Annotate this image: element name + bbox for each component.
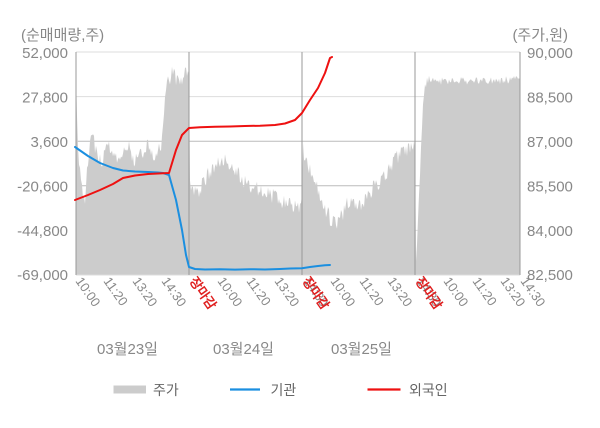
svg-text:-20,600: -20,600 bbox=[17, 179, 68, 196]
svg-text:03월23일: 03월23일 bbox=[97, 341, 158, 358]
svg-text:-69,000: -69,000 bbox=[17, 267, 68, 284]
svg-text:27,800: 27,800 bbox=[22, 90, 68, 107]
svg-text:장마감: 장마감 bbox=[413, 274, 446, 312]
svg-text:13:20: 13:20 bbox=[130, 274, 161, 309]
svg-text:03월25일: 03월25일 bbox=[331, 341, 392, 358]
svg-text:88,500: 88,500 bbox=[527, 90, 573, 107]
svg-text:13:20: 13:20 bbox=[272, 274, 303, 309]
svg-text:(순매매량,주): (순매매량,주) bbox=[21, 27, 104, 44]
svg-text:03월24일: 03월24일 bbox=[213, 341, 274, 358]
svg-text:11:20: 11:20 bbox=[244, 274, 274, 308]
svg-text:3,600: 3,600 bbox=[30, 134, 68, 151]
svg-text:10:00: 10:00 bbox=[73, 274, 104, 309]
svg-text:(주가,원): (주가,원) bbox=[512, 27, 568, 44]
svg-text:외국인: 외국인 bbox=[409, 382, 448, 398]
svg-text:10:00: 10:00 bbox=[441, 274, 472, 309]
svg-text:-44,800: -44,800 bbox=[17, 223, 68, 240]
svg-text:52,000: 52,000 bbox=[22, 45, 68, 62]
svg-text:장마감: 장마감 bbox=[300, 274, 333, 312]
svg-text:87,000: 87,000 bbox=[527, 134, 573, 151]
svg-text:10:00: 10:00 bbox=[328, 274, 359, 309]
svg-text:주가: 주가 bbox=[153, 382, 179, 398]
svg-text:90,000: 90,000 bbox=[527, 45, 573, 62]
svg-text:11:20: 11:20 bbox=[101, 274, 131, 308]
svg-text:13:20: 13:20 bbox=[385, 274, 416, 309]
svg-text:10:00: 10:00 bbox=[215, 274, 246, 309]
svg-text:14:30: 14:30 bbox=[159, 274, 190, 309]
svg-text:84,000: 84,000 bbox=[527, 223, 573, 240]
svg-text:85,500: 85,500 bbox=[527, 179, 573, 196]
svg-text:11:20: 11:20 bbox=[470, 274, 500, 308]
svg-text:장마감: 장마감 bbox=[187, 274, 220, 312]
svg-text:11:20: 11:20 bbox=[357, 274, 387, 308]
svg-text:기관: 기관 bbox=[271, 382, 297, 398]
